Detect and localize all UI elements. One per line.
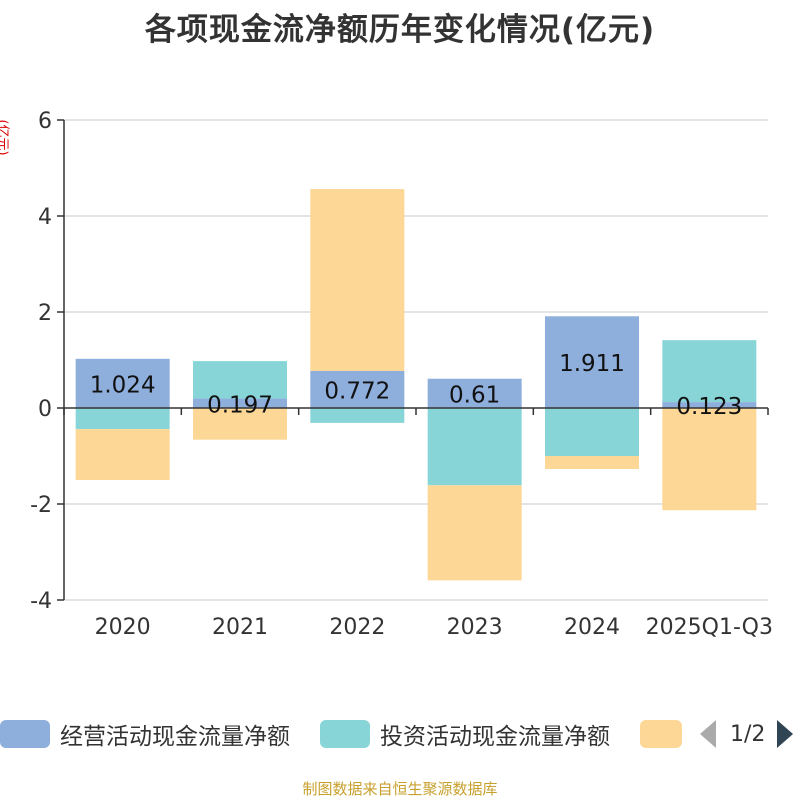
x-tick-label: 2024 — [564, 615, 620, 640]
bar-financing-2022 — [310, 189, 405, 371]
bar-investing-2021 — [193, 361, 287, 399]
legend-swatch-investing — [320, 720, 370, 748]
legend-label-operating: 经营活动现金流量净额 — [60, 724, 290, 750]
y-tick-label: 2 — [38, 301, 52, 326]
bar-operating-2025Q1-Q3 — [662, 402, 757, 408]
legend-prev-page-icon[interactable] — [700, 720, 716, 748]
x-tick-label: 2022 — [329, 615, 385, 640]
chart-title: 各项现金流净额历年变化情况(亿元) — [144, 12, 656, 48]
legend-page-indicator: 1/2 — [730, 721, 766, 747]
bar-operating-2021 — [193, 398, 287, 408]
bar-financing-2021 — [193, 408, 287, 440]
legend: 经营活动现金流量净额 投资活动现金流量净额 1/2 — [0, 716, 800, 756]
x-tick-label: 2020 — [95, 615, 151, 640]
bar-operating-2023 — [427, 378, 522, 408]
data-label: 0.123 — [676, 394, 742, 420]
bar-operating-2022 — [310, 370, 405, 408]
bars — [75, 189, 757, 581]
bar-investing-2023 — [427, 408, 522, 486]
data-label: 0.197 — [207, 392, 273, 418]
legend-label-investing: 投资活动现金流量净额 — [380, 724, 610, 750]
x-tick-label: 2023 — [447, 615, 503, 640]
data-source-note: 制图数据来自恒生聚源数据库 — [302, 780, 498, 798]
bar-investing-2025Q1-Q3 — [662, 340, 757, 403]
legend-item-financing[interactable] — [640, 716, 682, 752]
y-tick-label: -4 — [30, 589, 52, 614]
bar-financing-2024 — [545, 456, 639, 469]
labels: -4 -2 0 2 4 6 2020 2021 2022 2023 2024 2025Q1-Q3 1.0… — [30, 109, 773, 640]
bar-financing-2020 — [75, 429, 170, 480]
y-tick-label: -2 — [30, 493, 52, 518]
bar-financing-2025Q1-Q3 — [662, 408, 757, 511]
legend-pager: 1/2 — [700, 716, 794, 752]
data-label: 0.61 — [449, 382, 500, 408]
bar-operating-2024 — [545, 316, 639, 408]
bar-investing-2022 — [310, 408, 405, 423]
y-tick-label: 0 — [38, 397, 52, 422]
y-tick-label: 4 — [38, 205, 52, 230]
x-tick-label: 2021 — [212, 615, 268, 640]
bar-operating-2020 — [75, 358, 170, 408]
data-label: 1.024 — [90, 372, 156, 398]
y-tick-label: 6 — [38, 109, 52, 134]
bar-investing-2024 — [545, 408, 639, 456]
x-tick-label: 2025Q1-Q3 — [646, 615, 773, 640]
data-label: 0.772 — [324, 378, 390, 404]
data-label: 1.911 — [559, 351, 625, 377]
legend-swatch-operating — [0, 720, 50, 748]
legend-swatch-financing — [640, 720, 682, 748]
bar-investing-2020 — [75, 408, 170, 430]
legend-item-investing[interactable]: 投资活动现金流量净额 — [320, 716, 610, 752]
bar-financing-2023 — [427, 485, 522, 581]
chart-canvas: -4 -2 0 2 4 6 2020 2021 2022 2023 2024 2025Q1-Q3 1.0… — [30, 109, 773, 640]
legend-item-operating[interactable]: 经营活动现金流量净额 — [0, 716, 290, 752]
axes — [57, 119, 769, 601]
legend-next-page-icon[interactable] — [777, 720, 794, 748]
